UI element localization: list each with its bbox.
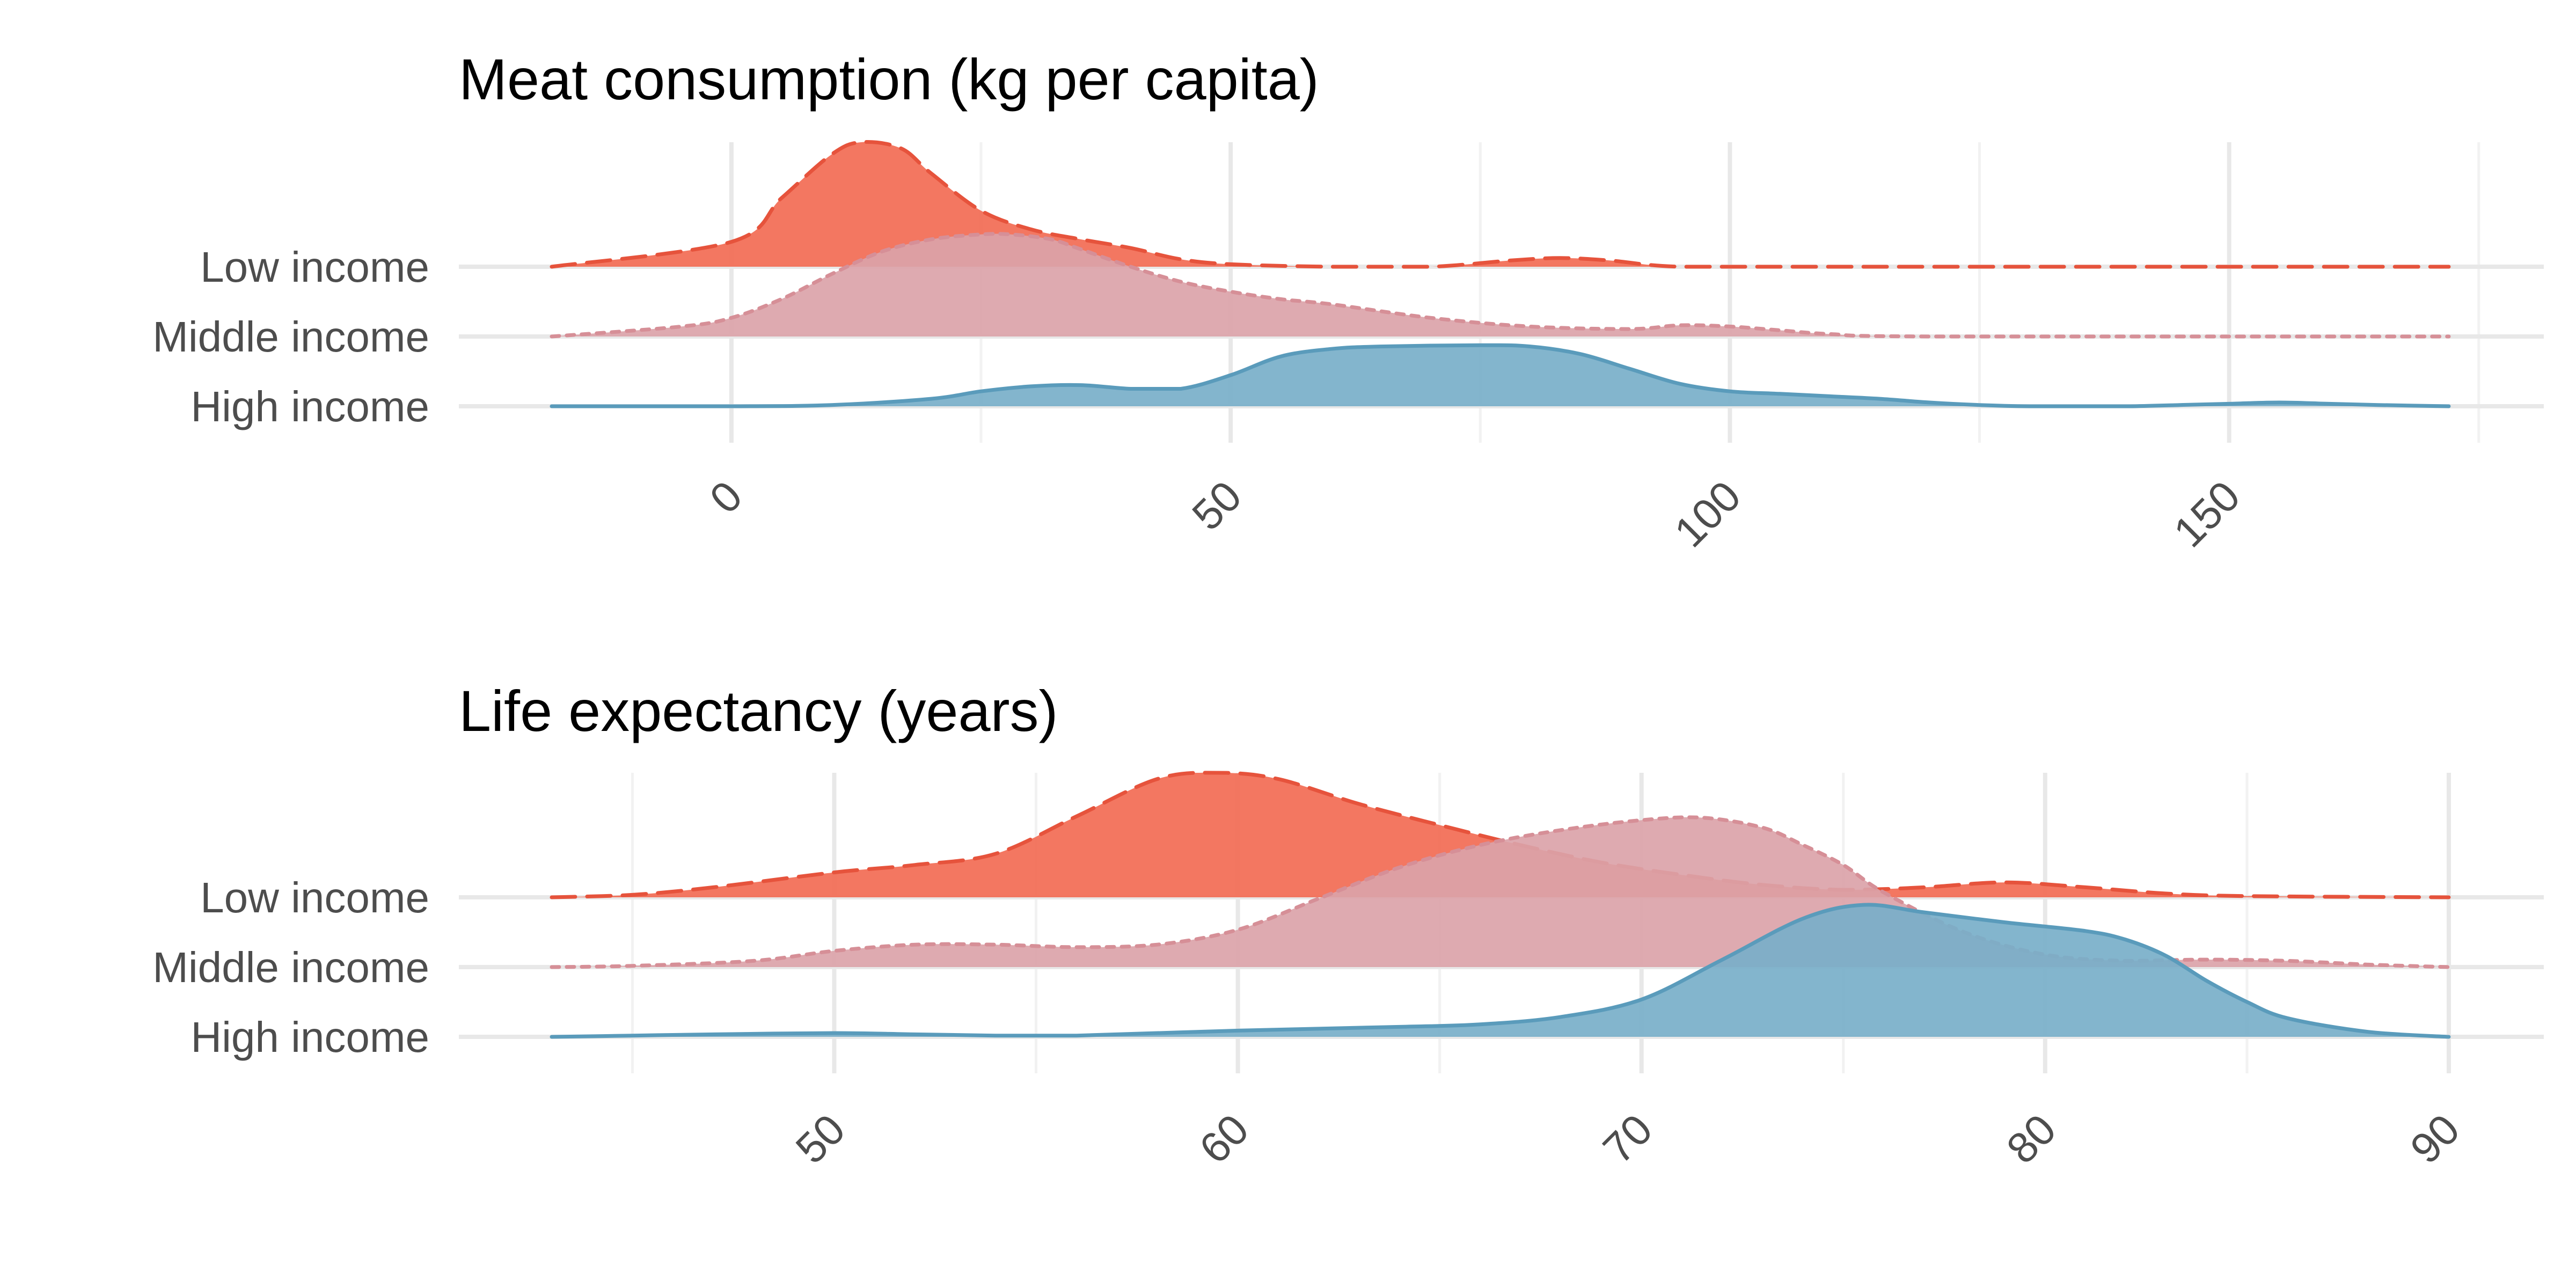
ridge-area-high-income <box>552 345 2449 406</box>
ridge-line-low-income <box>550 771 2451 899</box>
ridge-area-middle-income <box>552 817 2449 967</box>
y-category-label: Middle income <box>152 943 429 991</box>
x-tick-label: 60 <box>1190 1105 1258 1173</box>
x-tick-label: 150 <box>2164 472 2249 556</box>
x-tick-label: 90 <box>2401 1105 2469 1173</box>
ridge-line-low-income <box>550 140 2451 269</box>
ridge-area-low-income <box>552 772 2449 897</box>
x-tick-label: 0 <box>701 472 751 522</box>
chart-panel-2: Life expectancy (years) Low income Middle … <box>152 678 2544 1173</box>
x-tick-label: 50 <box>1183 472 1250 539</box>
y-category-label: High income <box>191 1013 429 1061</box>
y-category-label: High income <box>191 383 429 430</box>
ridge-line-high-income <box>550 903 2451 1039</box>
ridge-area-middle-income <box>552 233 2449 336</box>
x-tick-label: 70 <box>1594 1105 1662 1173</box>
y-category-label: Middle income <box>152 313 429 361</box>
x-tick-label: 80 <box>1997 1105 2065 1173</box>
chart-title: Life expectancy (years) <box>459 678 1058 743</box>
chart-panel-1: Meat consumption (kg per capita) Low inco… <box>152 47 2544 556</box>
ridge-area-high-income <box>552 904 2449 1037</box>
ridge-line-middle-income <box>550 232 2451 339</box>
ridge-area-low-income <box>552 142 2449 267</box>
chart-title: Meat consumption (kg per capita) <box>459 47 1319 112</box>
ridge-line-high-income <box>550 343 2451 408</box>
y-category-label: Low income <box>200 243 429 291</box>
x-tick-label: 100 <box>1665 472 1750 556</box>
x-tick-label: 50 <box>787 1105 854 1173</box>
y-category-label: Low income <box>200 874 429 921</box>
